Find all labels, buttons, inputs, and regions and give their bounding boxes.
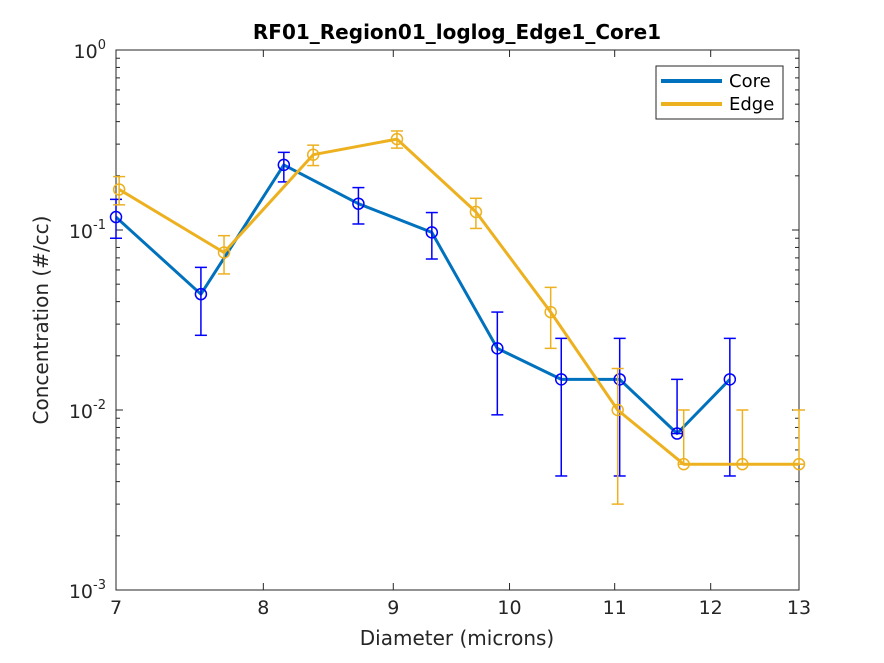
y-tick-label: 10-3 bbox=[69, 578, 106, 603]
y-tick-exponent: -3 bbox=[93, 578, 106, 593]
y-axis-label: Concentration (#/cc) bbox=[29, 216, 53, 425]
error-bar-core bbox=[425, 211, 438, 260]
x-tick-label: 9 bbox=[387, 597, 399, 619]
y-tick-label: 100 bbox=[74, 38, 106, 63]
legend-edge-label: Edge bbox=[729, 94, 774, 115]
y-tick-base: 10 bbox=[74, 41, 98, 63]
data-point-edge bbox=[544, 305, 557, 319]
error-bar-edge bbox=[677, 409, 690, 465]
data-point-core bbox=[723, 373, 737, 386]
data-point-edge bbox=[469, 205, 483, 219]
error-bar-edge bbox=[469, 197, 482, 230]
series-edge bbox=[112, 130, 806, 505]
y-tick-exponent: 0 bbox=[98, 38, 106, 53]
series-layer bbox=[109, 130, 806, 505]
error-bar-core bbox=[613, 337, 626, 477]
data-point-core bbox=[425, 226, 439, 239]
error-bar-core bbox=[194, 266, 207, 337]
y-tick-base: 10 bbox=[69, 401, 93, 423]
data-point-core bbox=[352, 197, 365, 210]
error-bar-edge bbox=[113, 175, 126, 206]
data-point-edge bbox=[306, 148, 320, 161]
legend-core-label: Core bbox=[729, 71, 771, 92]
error-bar-core bbox=[352, 186, 365, 225]
data-point-edge bbox=[736, 457, 749, 471]
error-bar-edge bbox=[736, 409, 749, 465]
y-tick-exponent: -1 bbox=[93, 218, 106, 233]
data-point-edge bbox=[792, 457, 806, 471]
data-point-edge bbox=[112, 183, 126, 196]
series-line-edge bbox=[118, 137, 799, 466]
x-tick-label: 11 bbox=[603, 597, 627, 619]
data-point-core bbox=[194, 287, 208, 301]
x-tick-label: 8 bbox=[257, 597, 269, 619]
x-tick-label: 13 bbox=[787, 597, 811, 619]
series-core bbox=[109, 151, 737, 477]
data-point-edge bbox=[611, 403, 624, 417]
y-tick-exponent: -2 bbox=[93, 398, 106, 413]
error-bar-core bbox=[555, 337, 568, 477]
plot-area bbox=[115, 49, 800, 591]
y-tick-base: 10 bbox=[69, 221, 93, 243]
chart-title: RF01_Region01_loglog_Edge1_Core1 bbox=[253, 20, 661, 44]
error-bar-core bbox=[723, 337, 736, 477]
error-bar-edge bbox=[611, 367, 624, 505]
legend: Core Edge bbox=[655, 65, 784, 120]
error-bar-edge bbox=[218, 234, 231, 275]
data-point-edge bbox=[217, 246, 231, 259]
error-bar-core bbox=[671, 378, 684, 435]
y-tick-label: 10-1 bbox=[69, 218, 106, 243]
error-bar-core bbox=[110, 198, 122, 239]
x-tick-label: 10 bbox=[497, 597, 521, 619]
data-point-edge bbox=[390, 132, 404, 146]
data-point-core bbox=[109, 210, 123, 224]
legend-box bbox=[655, 65, 784, 120]
axes-box bbox=[115, 49, 800, 591]
data-point-core bbox=[613, 373, 626, 386]
x-tick-label: 7 bbox=[110, 597, 122, 619]
x-axis-label: Diameter (microns) bbox=[360, 626, 554, 650]
series-line-core bbox=[114, 163, 731, 435]
data-point-core bbox=[277, 158, 291, 172]
y-tick-label: 10-2 bbox=[69, 398, 106, 423]
data-point-core bbox=[555, 373, 568, 386]
y-tick-base: 10 bbox=[69, 581, 93, 603]
error-bar-core bbox=[491, 311, 504, 416]
data-point-core bbox=[491, 342, 504, 355]
data-point-edge bbox=[677, 457, 690, 471]
x-tick-label: 12 bbox=[699, 597, 723, 619]
error-bar-edge bbox=[793, 409, 805, 465]
data-point-core bbox=[670, 427, 684, 440]
